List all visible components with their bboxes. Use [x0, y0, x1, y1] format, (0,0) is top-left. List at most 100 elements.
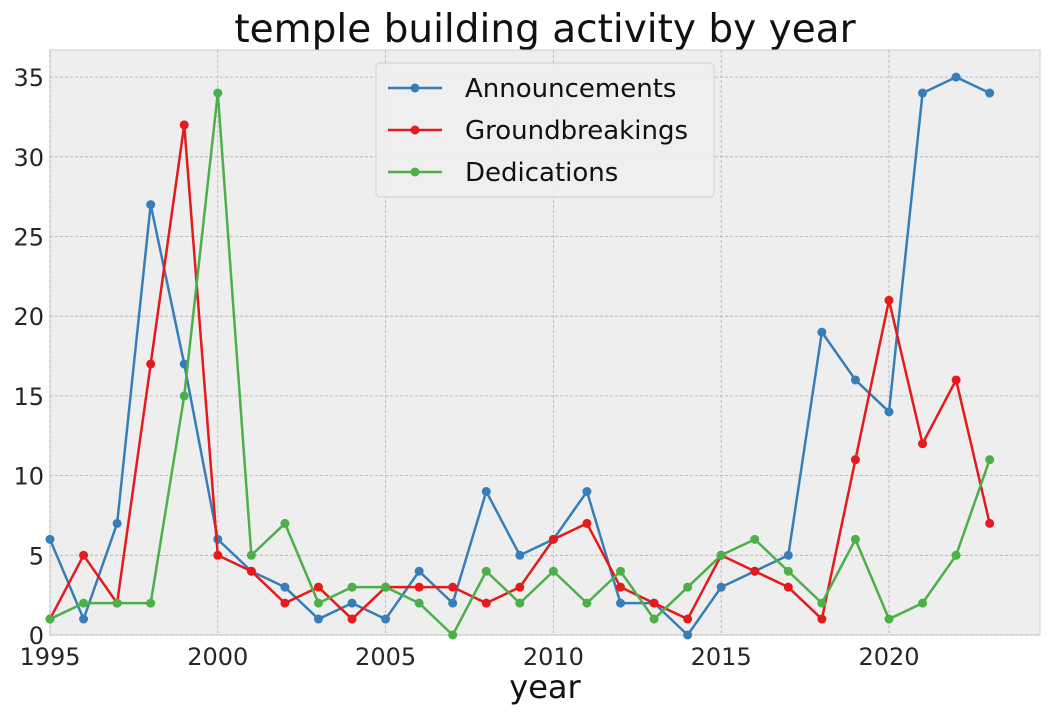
data-point: [79, 598, 89, 608]
x-tick-label: 1995: [19, 643, 80, 671]
data-point: [414, 566, 424, 576]
data-point: [850, 375, 860, 385]
data-point: [213, 88, 223, 98]
data-point: [246, 566, 256, 576]
y-tick-label: 20: [13, 303, 44, 331]
data-point: [683, 582, 693, 592]
data-point: [649, 614, 659, 624]
data-point: [313, 614, 323, 624]
data-point: [481, 566, 491, 576]
data-point: [616, 582, 626, 592]
data-point: [515, 582, 525, 592]
data-point: [347, 582, 357, 592]
x-tick-labels: 1995 2000 2005 2010 2015 2020: [19, 643, 919, 671]
data-point: [850, 455, 860, 465]
data-point: [716, 550, 726, 560]
y-tick-labels: 0 5 10 15 20 25 30 35: [13, 64, 44, 650]
data-point: [918, 439, 928, 449]
data-point: [146, 598, 156, 608]
x-axis-label: year: [509, 668, 581, 706]
data-point: [246, 550, 256, 560]
data-point: [649, 598, 659, 608]
data-point: [448, 598, 458, 608]
data-point: [481, 487, 491, 497]
data-point: [985, 455, 995, 465]
y-tick-label: 5: [29, 542, 44, 570]
legend: Announcements Groundbreakings Dedications: [375, 62, 715, 198]
data-point: [951, 550, 961, 560]
data-point: [515, 550, 525, 560]
data-point: [951, 72, 961, 82]
data-point: [280, 518, 290, 528]
data-point: [783, 582, 793, 592]
data-point: [817, 614, 827, 624]
data-point: [448, 582, 458, 592]
data-point: [79, 614, 89, 624]
legend-marker: [410, 83, 420, 93]
legend-box: [375, 62, 715, 198]
y-tick-label: 0: [29, 622, 44, 650]
data-point: [146, 200, 156, 210]
legend-label: Announcements: [465, 74, 676, 104]
y-tick-label: 15: [13, 383, 44, 411]
legend-item: Announcements: [388, 74, 676, 104]
data-point: [951, 375, 961, 385]
x-tick-label: 2010: [523, 643, 584, 671]
data-point: [783, 566, 793, 576]
x-tick-label: 2020: [858, 643, 919, 671]
data-point: [548, 566, 558, 576]
data-point: [985, 518, 995, 528]
data-point: [347, 598, 357, 608]
x-tick-label: 2000: [187, 643, 248, 671]
data-point: [280, 598, 290, 608]
chart-title: temple building activity by year: [234, 7, 856, 52]
y-tick-label: 10: [13, 463, 44, 491]
data-point: [716, 582, 726, 592]
series-lines: [45, 72, 995, 640]
data-point: [548, 534, 558, 544]
data-point: [918, 88, 928, 98]
data-point: [918, 598, 928, 608]
data-point: [616, 598, 626, 608]
legend-item: Groundbreakings: [388, 116, 688, 146]
data-point: [750, 566, 760, 576]
data-point: [313, 582, 323, 592]
data-point: [79, 550, 89, 560]
data-point: [381, 614, 391, 624]
y-tick-label: 30: [13, 144, 44, 172]
data-point: [616, 566, 626, 576]
data-point: [414, 582, 424, 592]
data-point: [884, 295, 894, 305]
data-point: [817, 598, 827, 608]
data-point: [884, 614, 894, 624]
data-point: [280, 582, 290, 592]
data-point: [817, 327, 827, 337]
data-point: [481, 598, 491, 608]
data-point: [515, 598, 525, 608]
data-point: [45, 614, 55, 624]
data-point: [179, 120, 189, 130]
data-point: [213, 550, 223, 560]
data-point: [683, 614, 693, 624]
data-point: [582, 518, 592, 528]
data-point: [313, 598, 323, 608]
data-point: [850, 534, 860, 544]
data-point: [179, 391, 189, 401]
data-point: [112, 598, 122, 608]
y-tick-label: 25: [13, 223, 44, 251]
data-point: [582, 487, 592, 497]
data-point: [45, 534, 55, 544]
x-tick-label: 2015: [691, 643, 752, 671]
data-point: [683, 630, 693, 640]
data-point: [582, 598, 592, 608]
data-point: [381, 582, 391, 592]
series-dedications: [45, 88, 995, 640]
legend-label: Groundbreakings: [465, 116, 688, 146]
legend-item: Dedications: [388, 158, 618, 188]
y-tick-label: 35: [13, 64, 44, 92]
data-point: [884, 407, 894, 417]
data-point: [985, 88, 995, 98]
data-point: [448, 630, 458, 640]
data-point: [146, 359, 156, 369]
